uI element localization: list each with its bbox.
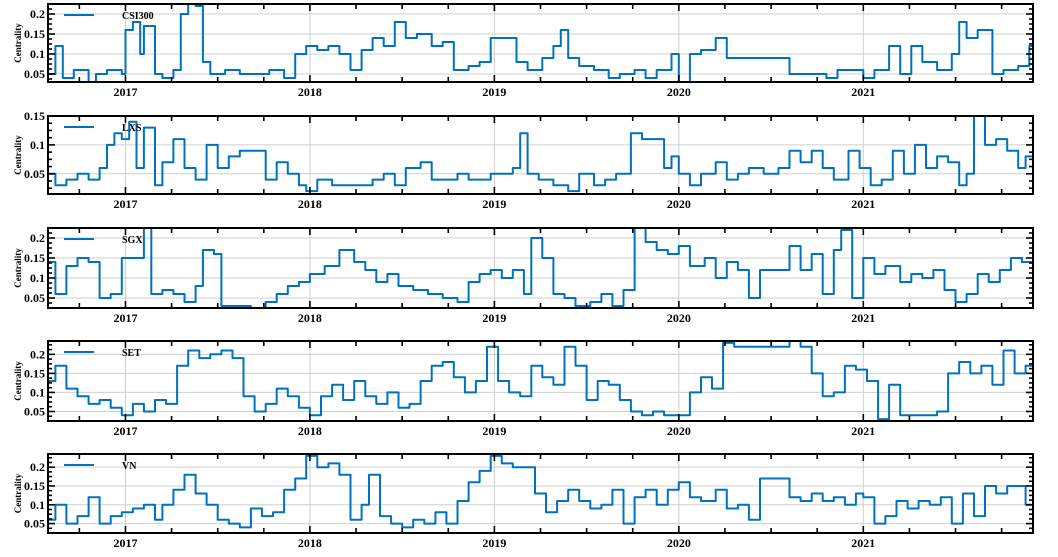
gridlines: [48, 4, 1033, 82]
chart-panel-2: 0.05 0.1 0.15 0.2 2017 2018 2019 2020 2021 Centra…: [13, 227, 1034, 325]
x-tick-label: 2020: [667, 85, 691, 99]
y-tick-label: 0.2: [30, 7, 45, 21]
x-tick-label: 2021: [851, 197, 875, 211]
axis-ticks: [48, 454, 1033, 534]
x-tick-label: 2020: [667, 311, 691, 325]
legend-label: SGX: [122, 235, 143, 246]
y-tick-label: 0.1: [30, 498, 45, 512]
y-tick-label: 0.15: [24, 251, 45, 265]
x-tick-label: 2019: [482, 311, 506, 325]
y-axis-label: Centrality: [13, 23, 23, 63]
y-tick-label: 0.2: [30, 231, 45, 245]
x-tick-label: 2020: [667, 536, 691, 550]
x-tick-label: 2021: [851, 424, 875, 438]
legend-label: CSI300: [122, 11, 154, 22]
y-tick-label: 0.05: [24, 167, 45, 181]
x-tick-label: 2017: [113, 197, 137, 211]
series-line-VN: [48, 454, 1033, 529]
y-tick-label: 0.15: [24, 109, 45, 123]
legend: SGX: [64, 235, 143, 246]
chart-panel-0: 0.05 0.1 0.15 0.2 2017 2018 2019 2020 2021 Centra…: [13, 3, 1034, 99]
x-tick-label: 2017: [113, 85, 137, 99]
series-line-CSI300: [48, 4, 1033, 82]
y-axis-label: Centrality: [13, 473, 23, 513]
x-tick-label: 2018: [298, 536, 322, 550]
legend-label: VN: [122, 461, 137, 472]
y-tick-label: 0.2: [30, 460, 45, 474]
y-tick-label: 0.15: [24, 366, 45, 380]
axis-ticks: [48, 227, 1033, 309]
x-tick-label: 2020: [667, 197, 691, 211]
x-tick-label: 2019: [482, 424, 506, 438]
x-tick-label: 2017: [113, 424, 137, 438]
legend: LXS: [64, 123, 142, 134]
axes-frame: [47, 340, 1034, 422]
legend-label: LXS: [122, 123, 142, 134]
x-tick-label: 2019: [482, 536, 506, 550]
legend: CSI300: [64, 11, 154, 22]
chart-panel-1: 0.05 0.1 0.15 2017 2018 2019 2020 2021 Centralit…: [13, 109, 1034, 211]
x-tick-label: 2018: [298, 311, 322, 325]
y-tick-label: 0.15: [24, 479, 45, 493]
y-tick-label: 0.1: [30, 138, 45, 152]
gridlines: [48, 341, 1033, 421]
x-tick-label: 2018: [298, 424, 322, 438]
x-tick-label: 2017: [113, 536, 137, 550]
chart-panel-4: 0.05 0.1 0.15 0.2 2017 2018 2019 2020 2021 Centra…: [13, 453, 1034, 550]
x-tick-label: 2021: [851, 85, 875, 99]
x-tick-label: 2018: [298, 197, 322, 211]
y-tick-label: 0.05: [24, 517, 45, 531]
x-tick-label: 2019: [482, 85, 506, 99]
axis-ticks: [48, 3, 1033, 82]
x-tick-label: 2020: [667, 424, 691, 438]
series-line-SGX: [48, 228, 1033, 308]
chart-panel-3: 0.05 0.1 0.15 0.2 2017 2018 2019 2020 2021 Centra…: [13, 340, 1034, 438]
y-tick-label: 0.05: [24, 291, 45, 305]
y-axis-label: Centrality: [13, 248, 23, 288]
legend-label: SET: [122, 348, 141, 359]
series-line-SET: [48, 341, 1033, 421]
y-axis-label: Centrality: [13, 361, 23, 401]
gridlines: [48, 115, 1033, 194]
x-tick-label: 2017: [113, 311, 137, 325]
axes-frame: [47, 115, 1034, 195]
x-tick-label: 2021: [851, 311, 875, 325]
y-tick-label: 0.2: [30, 347, 45, 361]
y-tick-label: 0.15: [24, 27, 45, 41]
y-tick-label: 0.1: [30, 47, 45, 61]
legend: VN: [64, 461, 137, 472]
y-axis-label: Centrality: [13, 135, 23, 175]
legend: SET: [64, 348, 141, 359]
series-line-LXS: [48, 116, 1033, 193]
x-tick-label: 2018: [298, 85, 322, 99]
axis-ticks: [48, 115, 1033, 194]
axis-ticks: [48, 341, 1033, 422]
y-tick-label: 0.05: [24, 67, 45, 81]
x-tick-label: 2019: [482, 197, 506, 211]
y-tick-label: 0.1: [30, 271, 45, 285]
y-tick-label: 0.05: [24, 404, 45, 418]
x-tick-label: 2021: [851, 536, 875, 550]
y-tick-label: 0.1: [30, 385, 45, 399]
